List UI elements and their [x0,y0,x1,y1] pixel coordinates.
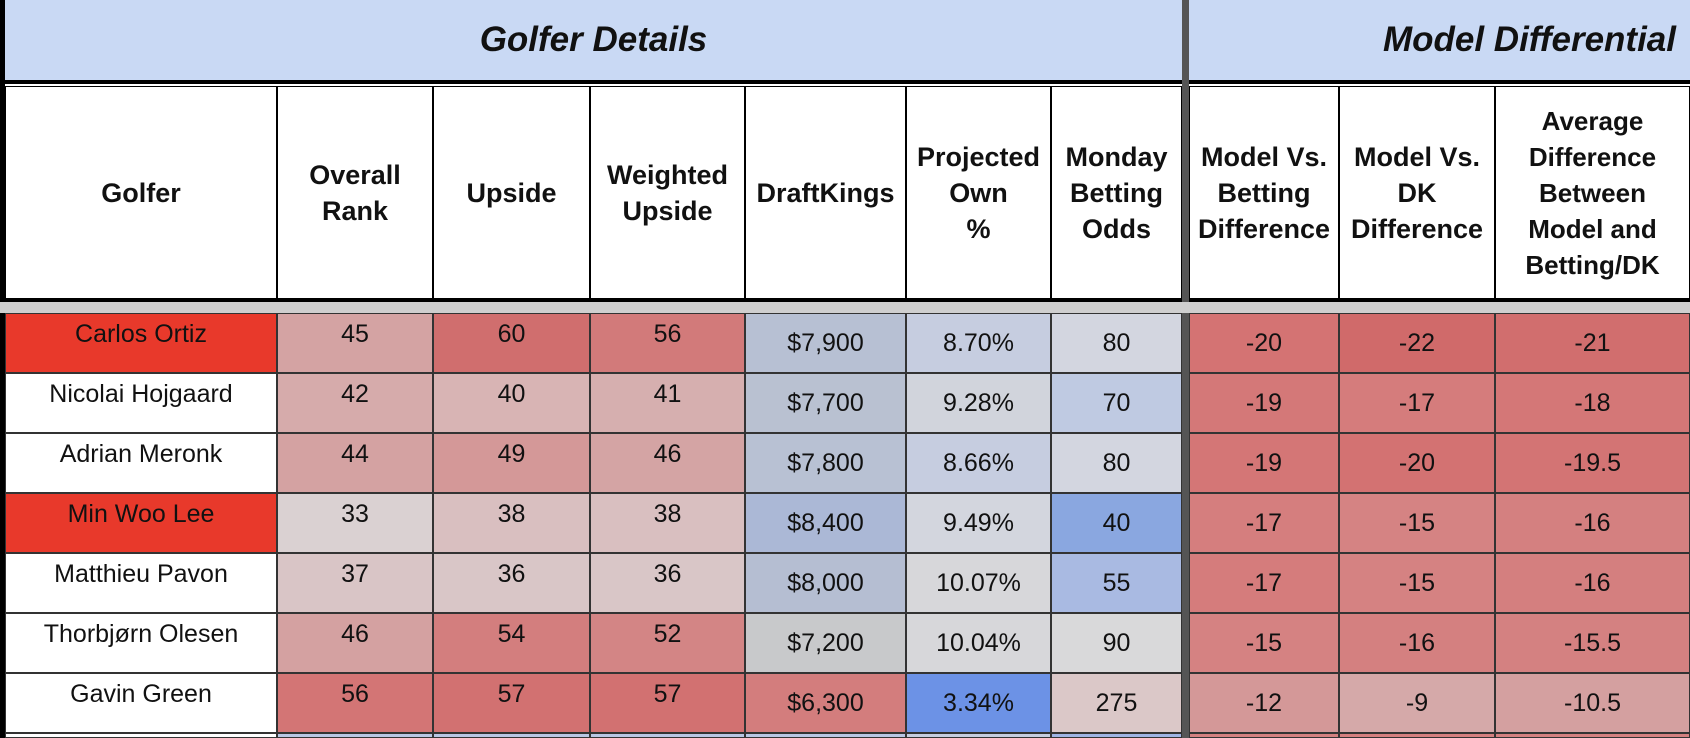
data-cell: 275 [1051,673,1182,733]
golfer-name: Matthieu Pavon [5,553,277,613]
data-cell: -9 [1339,673,1495,733]
data-cell: 52 [590,613,745,673]
empty-cell [745,733,906,738]
empty-cell [5,733,277,738]
data-cell: -20 [1339,433,1495,493]
empty-cell [1051,733,1182,738]
data-cell: 60 [433,313,590,373]
golfer-name: Nicolai Hojgaard [5,373,277,433]
data-cell: -16 [1339,613,1495,673]
golfer-name: Thorbjørn Olesen [5,613,277,673]
data-cell: 40 [1051,493,1182,553]
data-cell: 80 [1051,433,1182,493]
data-cell: 70 [1051,373,1182,433]
gap [1182,0,1189,738]
column-header: Projected Own % [906,86,1051,302]
golfer-name: Min Woo Lee [5,493,277,553]
data-cell: 55 [1051,553,1182,613]
data-cell: 8.66% [906,433,1051,493]
golfer-name: Carlos Ortiz [5,313,277,373]
data-cell: 42 [277,373,433,433]
column-header: DraftKings [745,86,906,302]
data-cell: 10.04% [906,613,1051,673]
data-cell: -12 [1189,673,1339,733]
data-cell: $7,200 [745,613,906,673]
data-cell: 57 [433,673,590,733]
data-cell: 46 [277,613,433,673]
data-cell: $7,800 [745,433,906,493]
data-cell: 38 [433,493,590,553]
data-cell: 90 [1051,613,1182,673]
data-cell: -15 [1339,493,1495,553]
data-cell: 36 [590,553,745,613]
column-header: Upside [433,86,590,302]
data-cell: $7,700 [745,373,906,433]
data-cell: 9.28% [906,373,1051,433]
data-cell: -17 [1189,493,1339,553]
column-header: Overall Rank [277,86,433,302]
data-cell: -10.5 [1495,673,1690,733]
data-cell: $7,900 [745,313,906,373]
empty-cell [1189,733,1339,738]
data-cell: -19 [1189,433,1339,493]
data-cell: 38 [590,493,745,553]
empty-cell [590,733,745,738]
section-title: Golfer Details [5,0,1182,84]
empty-cell [1495,733,1690,738]
column-header: Weighted Upside [590,86,745,302]
empty-cell [906,733,1051,738]
data-cell: 80 [1051,313,1182,373]
empty-cell [1339,733,1495,738]
data-cell: -21 [1495,313,1690,373]
data-cell: $8,400 [745,493,906,553]
data-cell: 49 [433,433,590,493]
data-cell: -15 [1339,553,1495,613]
data-cell: 8.70% [906,313,1051,373]
data-cell: 40 [433,373,590,433]
column-header: Monday Betting Odds [1051,86,1182,302]
column-header: Average Difference Between Model and Bet… [1495,86,1690,302]
data-cell: -16 [1495,493,1690,553]
data-cell: -15 [1189,613,1339,673]
data-cell: 10.07% [906,553,1051,613]
data-cell: -15.5 [1495,613,1690,673]
data-cell: -20 [1189,313,1339,373]
section-title: Model Differential [1189,0,1690,84]
golfer-name: Adrian Meronk [5,433,277,493]
empty-cell [433,733,590,738]
data-cell: 57 [590,673,745,733]
data-cell: -16 [1495,553,1690,613]
header-gap [0,302,1690,313]
left-edge [0,0,5,738]
column-header: Model Vs. DK Difference [1339,86,1495,302]
data-cell: 33 [277,493,433,553]
data-cell: 36 [433,553,590,613]
data-cell: -19.5 [1495,433,1690,493]
empty-cell [277,733,433,738]
data-cell: -17 [1189,553,1339,613]
data-cell: 44 [277,433,433,493]
column-header: Golfer [5,86,277,302]
data-cell: -22 [1339,313,1495,373]
data-cell: 41 [590,373,745,433]
column-header: Model Vs. Betting Difference [1189,86,1339,302]
data-cell: $8,000 [745,553,906,613]
data-cell: -19 [1189,373,1339,433]
data-cell: -17 [1339,373,1495,433]
data-cell: -18 [1495,373,1690,433]
data-cell: 46 [590,433,745,493]
data-cell: 37 [277,553,433,613]
data-cell: 3.34% [906,673,1051,733]
data-cell: 56 [277,673,433,733]
data-cell: 45 [277,313,433,373]
data-cell: 9.49% [906,493,1051,553]
data-cell: 56 [590,313,745,373]
data-cell: 54 [433,613,590,673]
data-cell: $6,300 [745,673,906,733]
golfer-name: Gavin Green [5,673,277,733]
